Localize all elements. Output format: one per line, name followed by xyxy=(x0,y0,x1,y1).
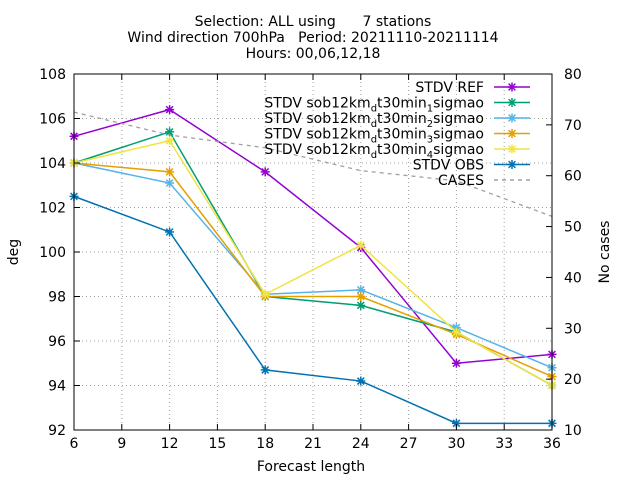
y-tick-label: 104 xyxy=(39,156,66,172)
y-tick-label: 94 xyxy=(48,379,66,395)
legend-label-part: t30min xyxy=(377,142,427,158)
data-point xyxy=(260,365,270,375)
x-tick-label: 33 xyxy=(495,436,513,452)
y2-tick-label: 20 xyxy=(564,372,582,388)
legend-marker xyxy=(507,144,517,154)
x-tick-label: 15 xyxy=(208,436,226,452)
data-point xyxy=(260,289,270,299)
legend-label-part: sigmao xyxy=(433,96,484,112)
data-point xyxy=(356,285,366,295)
data-point xyxy=(356,292,366,301)
legend-label-4: STDV sob12kmdt30min4sigmao xyxy=(264,142,484,161)
y-tick-label: 100 xyxy=(39,245,66,261)
legend-label-5: STDV OBS xyxy=(413,158,484,174)
y-tick-label: 92 xyxy=(48,423,66,439)
series-line-5 xyxy=(73,195,552,425)
legend-label-6: CASES xyxy=(438,173,484,189)
y-tick-label: 98 xyxy=(48,290,66,306)
x-axis-label: Forecast length xyxy=(257,459,365,475)
legend-label-part: sigmao xyxy=(433,142,484,158)
data-point xyxy=(451,358,461,368)
legend-label-part: STDV sob12km xyxy=(264,142,370,158)
series-line-2 xyxy=(73,162,553,369)
y-axis-label: deg xyxy=(6,239,22,265)
legend-label-part: STDV sob12km xyxy=(264,111,370,127)
legend-marker xyxy=(507,160,517,169)
legend-marker xyxy=(507,82,517,92)
x-tick-label: 18 xyxy=(256,436,274,452)
title-line: Hours: 00,06,12,18 xyxy=(246,46,381,62)
legend-label-part: 1 xyxy=(427,104,433,115)
y2-tick-label: 80 xyxy=(564,67,582,83)
x-tick-label: 6 xyxy=(70,436,79,452)
y-tick-label: 96 xyxy=(48,334,66,350)
legend-label-1: STDV sob12kmdt30min1sigmao xyxy=(264,96,484,115)
data-point xyxy=(260,167,270,177)
y2-tick-label: 30 xyxy=(564,321,582,337)
y-tick-label: 102 xyxy=(39,201,66,217)
legend-label-part: sigmao xyxy=(433,111,484,127)
legend-label-part: d xyxy=(371,104,377,115)
data-point xyxy=(165,136,175,146)
x-tick-label: 27 xyxy=(400,436,418,452)
data-point xyxy=(451,327,461,337)
y2-tick-label: 10 xyxy=(564,423,582,439)
legend-label-2: STDV sob12kmdt30min2sigmao xyxy=(264,111,484,130)
data-point xyxy=(165,167,175,177)
legend-label-3: STDV sob12kmdt30min3sigmao xyxy=(264,127,484,146)
x-tick-label: 24 xyxy=(352,436,370,452)
data-point xyxy=(165,227,175,237)
title-line: Selection: ALL using 7 stations xyxy=(195,14,432,30)
legend-label-part: d xyxy=(371,150,377,161)
legend-marker xyxy=(507,113,517,123)
x-tick-label: 36 xyxy=(543,436,561,452)
legend-label-part: t30min xyxy=(377,111,427,127)
legend-marker xyxy=(507,129,517,138)
legend-label-part: d xyxy=(371,135,377,146)
y-tick-label: 108 xyxy=(39,67,66,83)
data-point xyxy=(356,376,366,386)
data-point xyxy=(165,178,175,188)
series-lines xyxy=(69,105,557,428)
axis-ticks: 6 9 12 15 18 21 24 27 30 33 3692949698100102104106… xyxy=(39,67,582,452)
x-tick-label: 21 xyxy=(304,436,322,452)
data-point xyxy=(356,240,366,250)
legend-label-part: 2 xyxy=(427,119,433,130)
legend-label-0: STDV REF xyxy=(415,80,484,96)
y2-tick-label: 60 xyxy=(564,169,582,185)
x-tick-label: 12 xyxy=(161,436,179,452)
legend-label-part: STDV sob12km xyxy=(264,127,370,143)
data-point xyxy=(356,300,366,310)
series-line-4 xyxy=(73,139,553,387)
legend-label-part: 3 xyxy=(427,135,433,146)
y2-tick-label: 70 xyxy=(564,118,582,134)
legend-label-part: sigmao xyxy=(433,127,484,143)
data-point xyxy=(165,105,175,115)
legend-label-part: t30min xyxy=(377,127,427,143)
x-tick-label: 9 xyxy=(117,436,126,452)
legend-label-part: d xyxy=(371,119,377,130)
y2-axis-label: No cases xyxy=(597,221,613,284)
y-tick-label: 106 xyxy=(39,112,66,128)
x-tick-label: 30 xyxy=(447,436,465,452)
legend-label-part: 4 xyxy=(427,150,433,161)
y2-tick-label: 40 xyxy=(564,270,582,286)
series-line-6 xyxy=(73,111,553,218)
legend-label-part: STDV sob12km xyxy=(264,96,370,112)
series-line-0 xyxy=(73,108,553,365)
title-line: Wind direction 700hPa Period: 20211110-2… xyxy=(127,30,498,46)
legend-marker xyxy=(507,98,517,107)
legend-label-part: t30min xyxy=(377,96,427,112)
y2-tick-label: 50 xyxy=(564,220,582,236)
